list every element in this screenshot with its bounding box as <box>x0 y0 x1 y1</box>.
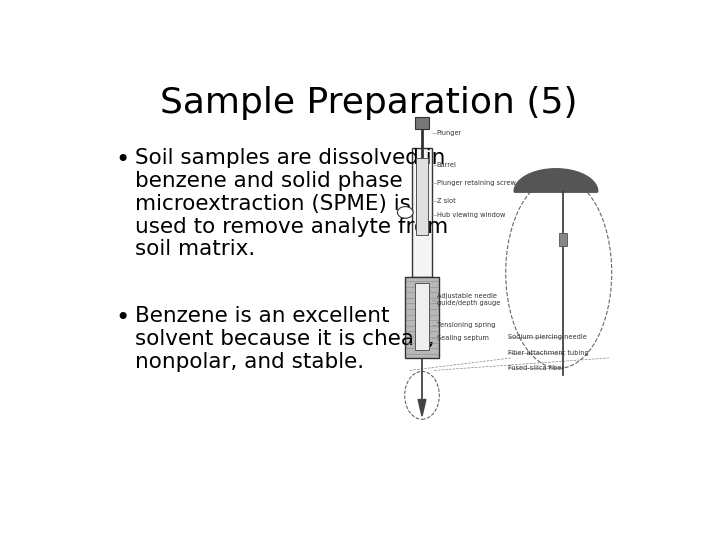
Text: Sample Preparation (5): Sample Preparation (5) <box>161 85 577 119</box>
Text: nonpolar, and stable.: nonpolar, and stable. <box>135 352 364 372</box>
Text: Hub viewing window: Hub viewing window <box>436 212 505 218</box>
Text: Sealing septum: Sealing septum <box>436 335 488 341</box>
Text: Plunger retaining screw: Plunger retaining screw <box>436 180 516 186</box>
Text: soil matrix.: soil matrix. <box>135 239 255 259</box>
Text: Z slot: Z slot <box>436 198 455 204</box>
Polygon shape <box>418 400 426 416</box>
Polygon shape <box>514 169 598 192</box>
Text: benzene and solid phase: benzene and solid phase <box>135 171 402 191</box>
Bar <box>405 277 438 358</box>
Text: Adjustable needle
guide/depth gauge: Adjustable needle guide/depth gauge <box>436 293 500 306</box>
Circle shape <box>397 207 413 218</box>
Text: Fused-silica fiber: Fused-silica fiber <box>508 364 564 370</box>
Bar <box>412 148 432 277</box>
Text: Plunger: Plunger <box>436 130 462 137</box>
Text: used to remove analyte from: used to remove analyte from <box>135 217 448 237</box>
Text: •: • <box>115 148 130 172</box>
Text: Tensioning spring: Tensioning spring <box>436 322 495 328</box>
Bar <box>416 158 428 235</box>
Bar <box>415 117 429 129</box>
Text: •: • <box>115 306 130 330</box>
Bar <box>559 233 567 246</box>
Bar <box>415 283 428 349</box>
Text: Barrel: Barrel <box>436 161 456 167</box>
Text: Fiber attachment tubing: Fiber attachment tubing <box>508 349 589 355</box>
Text: Sodium piercing needle: Sodium piercing needle <box>508 334 588 340</box>
Text: solvent because it is cheap,: solvent because it is cheap, <box>135 329 434 349</box>
Text: Soil samples are dissolved in: Soil samples are dissolved in <box>135 148 445 168</box>
Text: microextraction (SPME) is: microextraction (SPME) is <box>135 194 410 214</box>
Text: Benzene is an excellent: Benzene is an excellent <box>135 306 389 326</box>
